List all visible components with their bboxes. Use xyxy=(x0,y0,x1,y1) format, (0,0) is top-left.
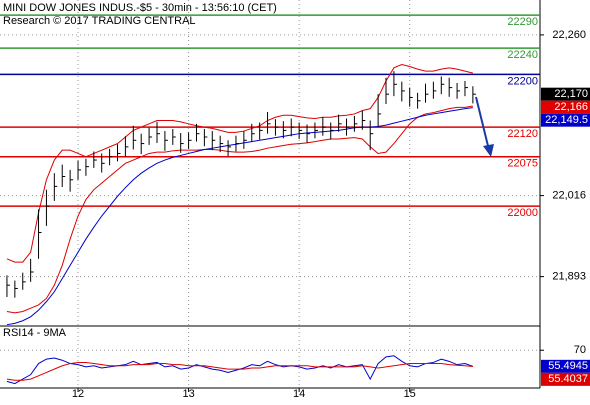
price-tag-label: 55.4945 xyxy=(548,360,588,372)
level-label: 22200 xyxy=(507,75,538,87)
level-label: 22000 xyxy=(507,207,538,219)
price-tag xyxy=(541,359,590,373)
x-tick-label: 13 xyxy=(182,388,194,400)
forecast-arrow xyxy=(475,96,494,157)
price-tag-label: 22,149.5 xyxy=(545,114,588,126)
x-tick-label: 14 xyxy=(293,388,305,400)
indicator-line xyxy=(6,107,473,326)
x-tick-label: 12 xyxy=(72,388,84,400)
price-tag xyxy=(541,372,590,386)
indicator-line xyxy=(6,105,473,314)
price-tag-label: 55.4037 xyxy=(548,373,588,385)
price-tag-label: 22,166 xyxy=(554,101,588,113)
x-tick-label: 15 xyxy=(404,388,416,400)
y-tick-label: 22,260 xyxy=(552,29,586,41)
chart-subtitle: Research © 2017 TRADING CENTRAL xyxy=(3,15,196,27)
price-tag xyxy=(541,87,590,101)
price-tag xyxy=(541,100,590,114)
level-label: 22120 xyxy=(507,128,538,140)
rsi-line xyxy=(6,361,473,381)
chart-title: MINI DOW JONES INDUS.-$5 - 30min - 13:56… xyxy=(3,2,277,14)
level-label: 22290 xyxy=(507,16,538,28)
price-tag-label: 22,170 xyxy=(554,88,588,100)
y-tick-label: 21,893 xyxy=(552,271,586,283)
level-label: 22240 xyxy=(507,49,538,61)
level-label: 22075 xyxy=(507,158,538,170)
price-tag xyxy=(541,113,590,127)
rsi-title: RSI14 - 9MA xyxy=(3,327,67,339)
y-tick-label: 22,016 xyxy=(552,190,586,202)
indicator-line xyxy=(6,64,473,263)
y-tick-label: 70 xyxy=(574,344,586,356)
